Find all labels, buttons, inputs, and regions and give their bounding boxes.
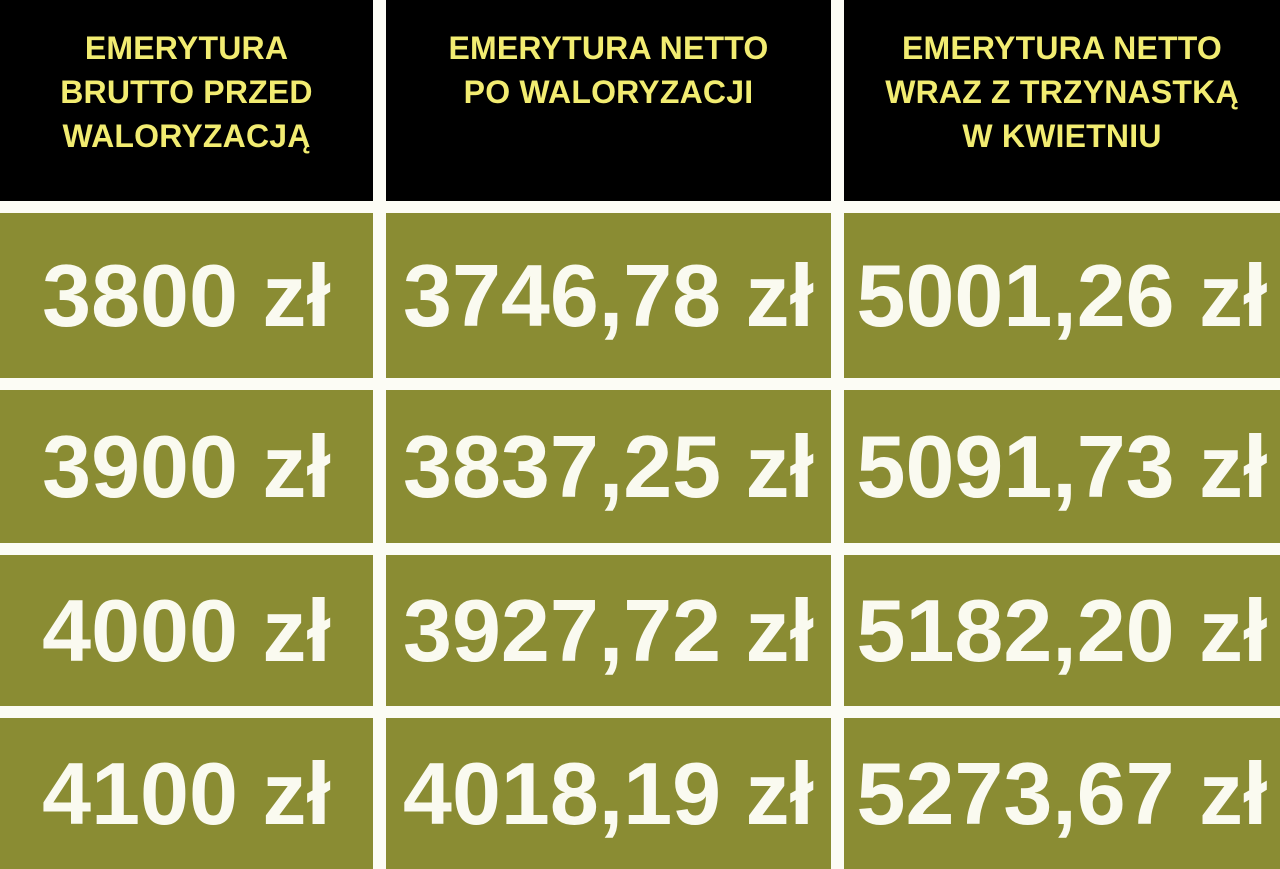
header-line: WALORYZACJĄ [62, 118, 311, 154]
table-cell-netto13-row2: 5091,73 zł [844, 390, 1280, 543]
header-line: WRAZ Z TRZYNASTKĄ [885, 74, 1239, 110]
table-cell-brutto-row1: 3800 zł [0, 213, 373, 378]
table-cell-netto-row3: 3927,72 zł [386, 555, 831, 706]
table-cell-netto13-row4: 5273,67 zł [844, 718, 1280, 869]
header-cell-brutto-przed-waloryzacja: EMERYTURA BRUTTO PRZED WALORYZACJĄ [0, 0, 373, 201]
header-line: EMERYTURA NETTO [448, 30, 769, 66]
header-line: BRUTTO PRZED [60, 74, 313, 110]
table-cell-brutto-row4: 4100 zł [0, 718, 373, 869]
header-cell-netto-z-trzynastka: EMERYTURA NETTO WRAZ Z TRZYNASTKĄ W KWIE… [844, 0, 1280, 201]
table-cell-netto-row4: 4018,19 zł [386, 718, 831, 869]
table-cell-netto13-row1: 5001,26 zł [844, 213, 1280, 378]
table-cell-netto13-row3: 5182,20 zł [844, 555, 1280, 706]
table-cell-netto-row2: 3837,25 zł [386, 390, 831, 543]
table-cell-brutto-row3: 4000 zł [0, 555, 373, 706]
table-cell-brutto-row2: 3900 zł [0, 390, 373, 543]
header-cell-netto-po-waloryzacji: EMERYTURA NETTO PO WALORYZACJI [386, 0, 831, 201]
header-line: EMERYTURA [84, 30, 289, 66]
header-line: PO WALORYZACJI [463, 74, 754, 110]
table-cell-netto-row1: 3746,78 zł [386, 213, 831, 378]
header-line: EMERYTURA NETTO [901, 30, 1223, 66]
header-line: W KWIETNIU [962, 118, 1162, 154]
